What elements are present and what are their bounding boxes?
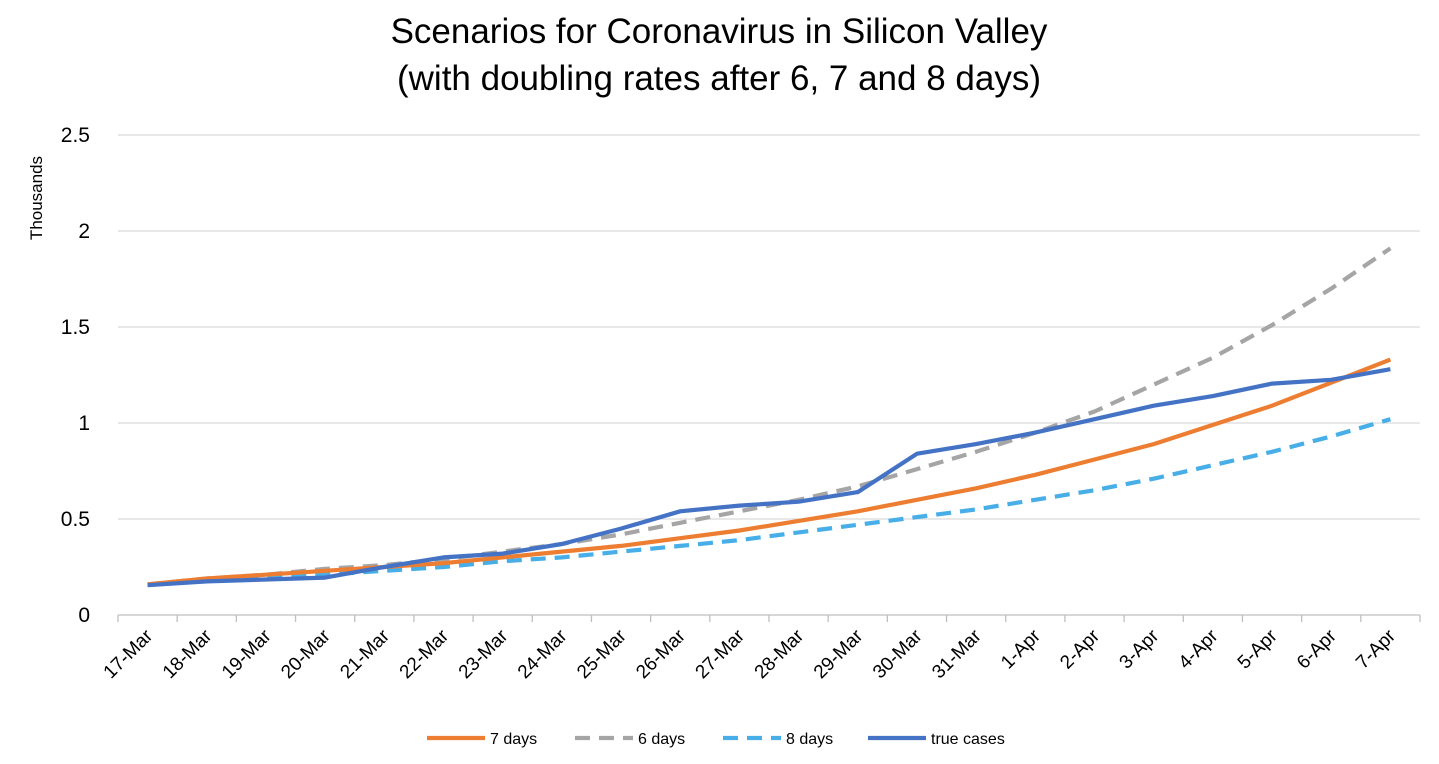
x-tick-label: 20-Mar <box>277 625 335 683</box>
x-tick-label: 26-Mar <box>632 625 690 683</box>
series-line-true-cases <box>147 367 1391 588</box>
legend-item-true-cases: true cases <box>868 731 1005 748</box>
x-tick-label: 18-Mar <box>159 625 217 683</box>
series-line-8-days <box>147 417 1391 587</box>
x-tick-label: 2-Apr <box>1056 625 1104 673</box>
x-tick-label: 31-Mar <box>928 625 986 683</box>
y-unit-label: Thousands <box>27 156 46 240</box>
x-tick-label: 21-Mar <box>336 625 394 683</box>
legend-label: true cases <box>931 731 1005 748</box>
legend-item-8-days: 8 days <box>723 731 833 748</box>
series-line-6-days <box>147 246 1392 587</box>
gridlines <box>118 134 1420 616</box>
y-tick-label: 1.5 <box>61 316 90 339</box>
legend-label: 7 days <box>490 731 537 748</box>
y-tick-label: 0 <box>78 604 90 627</box>
x-tick-label: 3-Apr <box>1116 625 1164 673</box>
x-tick-label: 7-Apr <box>1352 625 1400 673</box>
legend-label: 6 days <box>638 731 685 748</box>
y-axis-ticks: 0 0.5 1 1.5 2 2.5 <box>61 124 90 627</box>
chart-title: Scenarios for Coronavirus in Silicon Val… <box>391 12 1048 98</box>
chart-title-line-1: Scenarios for Coronavirus in Silicon Val… <box>391 12 1048 51</box>
x-tick-label: 1-Apr <box>997 625 1045 673</box>
y-tick-label: 2.5 <box>61 124 90 147</box>
x-tick-label: 25-Mar <box>573 625 631 683</box>
legend-item-7-days: 7 days <box>427 731 537 748</box>
x-tick-label: 29-Mar <box>810 625 868 683</box>
x-tick-label: 6-Apr <box>1293 625 1341 673</box>
x-tick-label: 27-Mar <box>692 625 750 683</box>
x-tick-label: 24-Mar <box>514 625 572 683</box>
legend: 7 days 6 days 8 days true cases <box>427 731 1005 748</box>
x-tick-label: 22-Mar <box>396 625 454 683</box>
legend-item-6-days: 6 days <box>575 731 685 748</box>
series-line-7-days <box>147 357 1392 587</box>
x-tick-label: 30-Mar <box>869 625 927 683</box>
legend-label: 8 days <box>786 731 833 748</box>
x-tick-label: 4-Apr <box>1175 625 1223 673</box>
y-tick-label: 0.5 <box>61 508 90 531</box>
x-axis-ticks: 17-Mar 18-Mar 19-Mar 20-Mar 21-Mar 22-Mar 23-M… <box>100 615 1421 683</box>
x-tick-label: 23-Mar <box>455 625 513 683</box>
x-tick-label: 19-Mar <box>218 625 276 683</box>
x-tick-label: 17-Mar <box>100 625 158 683</box>
series-lines <box>147 246 1392 588</box>
chart-title-line-2: (with doubling rates after 6, 7 and 8 da… <box>397 59 1041 98</box>
x-tick-label: 28-Mar <box>751 625 809 683</box>
y-tick-label: 1 <box>78 412 90 435</box>
y-tick-label: 2 <box>78 220 90 243</box>
x-tick-label: 5-Apr <box>1234 625 1282 673</box>
